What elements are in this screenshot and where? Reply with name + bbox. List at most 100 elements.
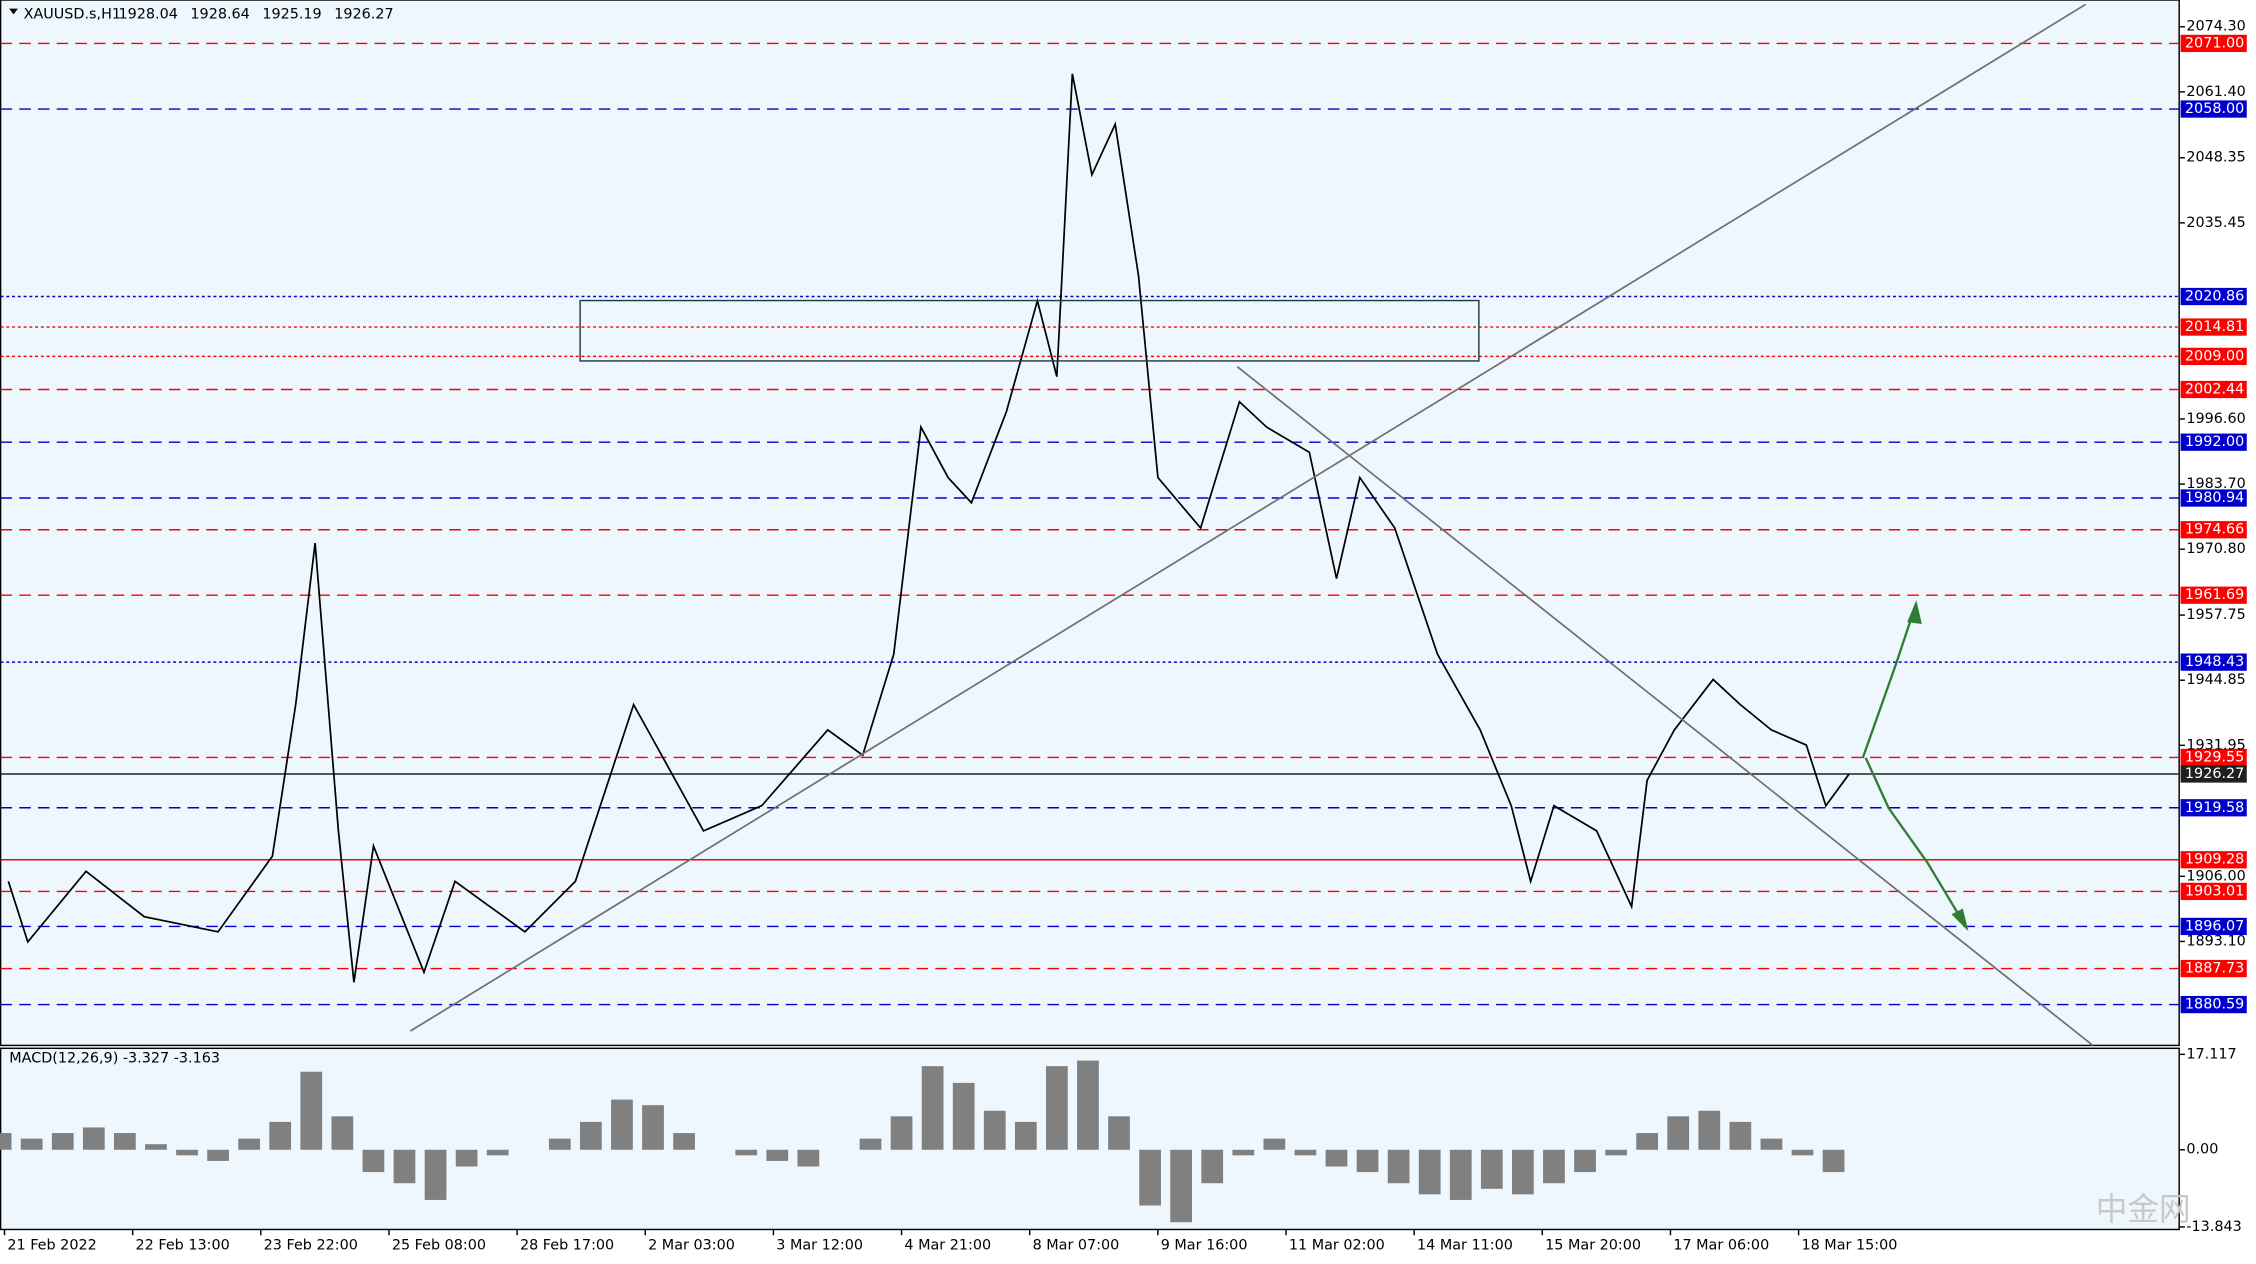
level-label-box <box>2180 995 2247 1014</box>
macd-bar <box>1077 1060 1099 1150</box>
y-tick-label: 1957.75 <box>2186 607 2245 623</box>
level-label: 2009.00 <box>2185 348 2244 364</box>
ohlc-value: 1928.64 <box>190 6 249 22</box>
macd-bar <box>1698 1110 1721 1150</box>
macd-bar <box>890 1116 913 1150</box>
level-label-box <box>2180 959 2247 978</box>
level-label: 2014.81 <box>2185 319 2244 335</box>
macd-bar <box>797 1149 820 1167</box>
macd-bar <box>393 1149 416 1184</box>
x-tick-label: 4 Mar 21:00 <box>904 1237 991 1253</box>
macd-bar <box>1729 1121 1752 1150</box>
level-label-box <box>2180 433 2247 451</box>
macd-bar <box>331 1116 354 1150</box>
level-label: 1919.58 <box>2185 800 2244 816</box>
macd-title: MACD(12,26,9) -3.327 -3.163 <box>9 1050 220 1066</box>
level-label: 1909.28 <box>2185 852 2244 868</box>
macd-bar <box>145 1144 167 1150</box>
x-tick-label: 14 Mar 11:00 <box>1417 1237 1513 1253</box>
level-label-box <box>2180 653 2247 671</box>
x-tick-label: 3 Mar 12:00 <box>776 1237 863 1253</box>
macd-bar <box>1014 1121 1037 1150</box>
level-label-box <box>2180 586 2247 604</box>
macd-bar <box>548 1138 571 1150</box>
macd-bar <box>207 1149 229 1161</box>
macd-bar <box>1449 1149 1472 1200</box>
level-label: 1896.07 <box>2185 918 2244 934</box>
macd-bar <box>362 1149 385 1173</box>
macd-bar <box>766 1149 789 1161</box>
arrowhead <box>1951 908 1969 932</box>
x-tick-label: 22 Feb 13:00 <box>136 1237 230 1253</box>
y-tick-label: 0.00 <box>2186 1142 2218 1158</box>
macd-bar <box>0 1133 12 1150</box>
level-label-box <box>2180 799 2247 817</box>
macd-bar <box>1760 1138 1783 1150</box>
level-label-box <box>2180 765 2247 783</box>
level-label: 1929.55 <box>2185 749 2244 765</box>
macd-bar <box>1170 1149 1193 1223</box>
y-tick-label: 2048.35 <box>2186 150 2245 166</box>
macd-bar <box>1480 1149 1503 1189</box>
level-label-box <box>2180 521 2247 539</box>
macd-bar <box>300 1071 323 1150</box>
level-label: 2002.44 <box>2185 381 2244 397</box>
macd-bar <box>269 1121 292 1150</box>
macd-bar <box>1108 1116 1130 1150</box>
y-tick-label: 1931.95 <box>2186 737 2245 753</box>
macd-bar <box>983 1110 1006 1150</box>
macd-bar <box>1387 1149 1410 1184</box>
ohlc-value: 1928.04 <box>119 6 178 22</box>
macd-bar <box>1294 1149 1317 1156</box>
level-label: 1880.59 <box>2185 997 2244 1013</box>
y-tick-label: -13.843 <box>2186 1219 2241 1235</box>
macd-bar <box>735 1149 758 1156</box>
level-label: 1974.66 <box>2185 522 2244 538</box>
level-label: 2020.86 <box>2185 289 2244 305</box>
macd-bar <box>1636 1133 1659 1150</box>
level-label-box <box>2180 882 2247 901</box>
macd-bar <box>1325 1149 1348 1167</box>
y-tick-label: 17.117 <box>2186 1046 2236 1062</box>
macd-bar <box>921 1066 944 1150</box>
menu-marker <box>9 8 18 15</box>
x-tick-label: 11 Mar 02:00 <box>1289 1237 1385 1253</box>
macd-bar <box>1139 1149 1161 1206</box>
x-tick-label: 9 Mar 16:00 <box>1161 1237 1248 1253</box>
level-label-box <box>2180 100 2247 118</box>
level-label-box <box>2180 287 2247 306</box>
main-pane <box>0 0 2180 1047</box>
ohlc-value: 1926.27 <box>334 6 393 22</box>
x-tick-label: 8 Mar 07:00 <box>1033 1237 1120 1253</box>
level-label-box <box>2180 917 2247 936</box>
macd-bar <box>642 1105 664 1150</box>
macd-bar <box>859 1138 882 1150</box>
trendline <box>1236 366 2094 1047</box>
level-label: 2071.00 <box>2185 35 2244 51</box>
macd-bar <box>1791 1149 1814 1156</box>
x-tick-label: 2 Mar 03:00 <box>648 1237 735 1253</box>
level-label-box <box>2180 851 2247 869</box>
x-tick-label: 23 Feb 22:00 <box>264 1237 358 1253</box>
y-tick-label: 1996.60 <box>2186 411 2245 427</box>
macd-bar <box>455 1149 478 1167</box>
level-label-box <box>2180 318 2247 336</box>
level-label: 1903.01 <box>2185 883 2244 899</box>
arrow-up <box>1861 603 1918 759</box>
level-label: 1926.27 <box>2185 766 2244 782</box>
ohlc-value: 1925.19 <box>262 6 321 22</box>
macd-bar <box>1201 1149 1224 1184</box>
macd-bar <box>82 1127 105 1150</box>
y-tick-label: 2035.45 <box>2186 215 2245 231</box>
level-label: 1887.73 <box>2185 961 2244 977</box>
macd-bar <box>238 1138 261 1150</box>
forecast-arrows <box>1861 600 1969 932</box>
level-label-box <box>2180 347 2247 366</box>
level-label: 2058.00 <box>2185 101 2244 117</box>
macd-bar <box>1356 1149 1379 1173</box>
level-label-box <box>2180 380 2247 399</box>
level-label-box <box>2180 748 2247 767</box>
trendline <box>409 3 2087 1032</box>
macd-bar <box>580 1121 602 1150</box>
y-tick-label: 1983.70 <box>2186 476 2245 492</box>
